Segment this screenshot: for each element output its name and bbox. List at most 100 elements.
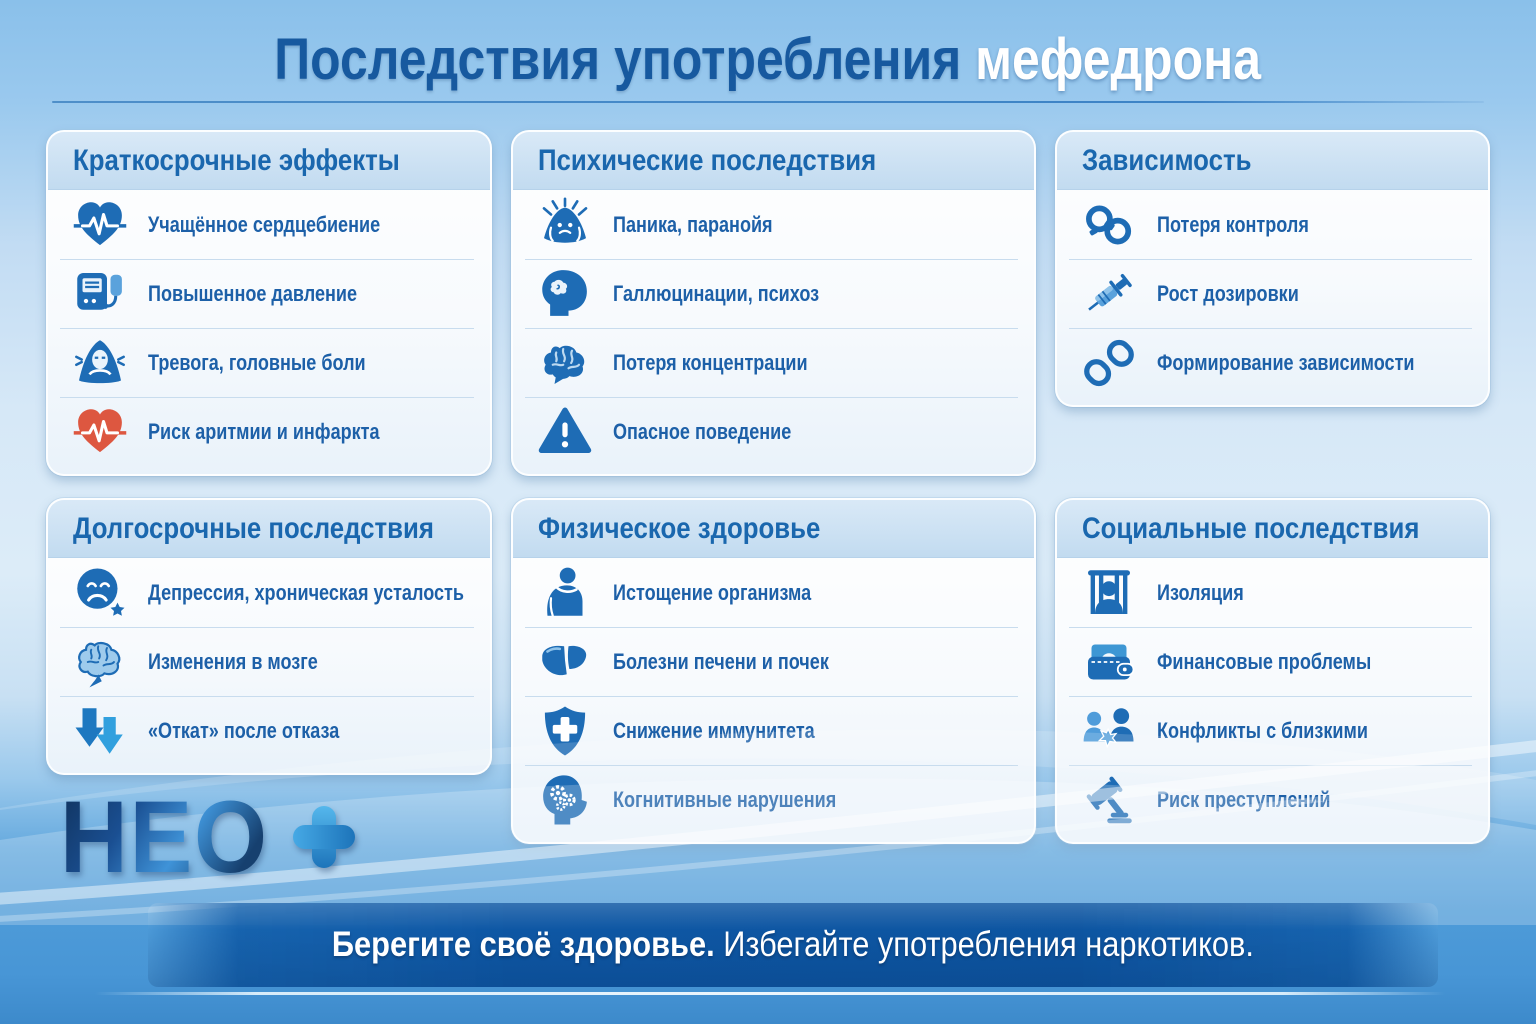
footer-message-regular: Избегайте употребления наркотиков. — [723, 925, 1255, 964]
card-title: Зависимость — [1082, 143, 1252, 177]
page-title: Последствия употребления мефедрона — [0, 26, 1536, 93]
list-item: Риск аритмии и инфаркта — [60, 397, 474, 466]
item-label: Рост дозировки — [1157, 281, 1299, 306]
item-label: Когнитивные нарушения — [613, 787, 837, 812]
list-item: Болезни печени и почек — [525, 627, 1018, 696]
list-item: Риск преступлений — [1069, 765, 1472, 834]
exhausted-person-icon — [525, 565, 605, 621]
plus-icon — [293, 806, 356, 868]
hallucination-head-icon — [525, 266, 605, 322]
logo-text: НЕО — [60, 780, 269, 894]
item-label: Тревога, головные боли — [148, 350, 366, 375]
page-title-highlight: мефедрона — [975, 27, 1262, 92]
item-label: Паника, паранойя — [613, 212, 773, 237]
anxious-person-icon — [60, 335, 140, 391]
cards-grid: Краткосрочные эффекты Учащённое сердцеби… — [46, 130, 1490, 844]
item-label: Истощение организма — [613, 580, 812, 605]
card-header: Физическое здоровье — [513, 500, 1034, 558]
card-title: Психические последствия — [538, 143, 877, 177]
heart-pulse-icon — [60, 197, 140, 253]
item-label: Потеря контроля — [1157, 212, 1309, 237]
list-item: Потеря концентрации — [525, 328, 1018, 397]
list-item: Повышенное давление — [60, 259, 474, 328]
footer-message: Берегите своё здоровье. Избегайте употре… — [332, 925, 1254, 965]
item-label: Галлюцинации, психоз — [613, 281, 820, 306]
list-item: Истощение организма — [525, 559, 1018, 627]
footer-divider-line — [95, 992, 1445, 995]
card-mental-consequences: Психические последствия Паника, паранойя — [511, 130, 1036, 476]
card-title: Социальные последствия — [1082, 511, 1420, 545]
list-item: Изоляция — [1069, 559, 1472, 627]
title-underline — [52, 101, 1484, 103]
list-item: Тревога, головные боли — [60, 328, 474, 397]
card-title: Физическое здоровье — [538, 511, 821, 545]
panic-person-icon — [525, 197, 605, 253]
chain-icon — [1069, 335, 1149, 391]
item-label: Риск аритмии и инфаркта — [148, 419, 380, 444]
item-label: Снижение иммунитета — [613, 718, 815, 743]
list-item: Рост дозировки — [1069, 259, 1472, 328]
card-items: Учащённое сердцебиение — [48, 190, 490, 474]
footer-banner: Берегите своё здоровье. Избегайте употре… — [148, 903, 1438, 987]
footer-message-bold: Берегите своё здоровье. — [331, 925, 715, 964]
sad-face-icon — [60, 565, 140, 621]
card-header: Социальные последствия — [1057, 500, 1488, 558]
neo-plus-logo: НЕО — [60, 780, 356, 894]
item-label: Изоляция — [1157, 580, 1244, 605]
card-physical-health: Физическое здоровье Истощение организма — [511, 498, 1036, 844]
card-title: Краткосрочные эффекты — [73, 143, 400, 177]
head-gears-icon — [525, 772, 605, 828]
card-items: Депрессия, хроническая усталость Изменен… — [48, 558, 490, 773]
item-label: «Откат» после отказа — [148, 718, 340, 743]
item-label: Изменения в мозге — [148, 649, 318, 674]
card-items: Паника, паранойя Галлюцинации, психоз — [513, 190, 1034, 474]
card-header: Долгосрочные последствия — [48, 500, 490, 558]
list-item: Депрессия, хроническая усталость — [60, 559, 474, 627]
item-label: Учащённое сердцебиение — [148, 212, 381, 237]
card-addiction: Зависимость Потеря контроля — [1055, 130, 1490, 407]
card-items: Истощение организма Болезни печени и поч… — [513, 558, 1034, 842]
card-short-term-effects: Краткосрочные эффекты Учащённое сердцеби… — [46, 130, 492, 476]
list-item: Когнитивные нарушения — [525, 765, 1018, 834]
item-label: Риск преступлений — [1157, 787, 1331, 812]
card-items: Изоляция Финансовые проблемы — [1057, 558, 1488, 842]
liver-icon — [525, 634, 605, 690]
wallet-icon — [1069, 634, 1149, 690]
list-item: Финансовые проблемы — [1069, 627, 1472, 696]
shield-cross-icon — [525, 703, 605, 759]
list-item: Конфликты с близкими — [1069, 696, 1472, 765]
card-header: Краткосрочные эффекты — [48, 132, 490, 190]
list-item: «Откат» после отказа — [60, 696, 474, 765]
double-down-arrow-icon — [60, 703, 140, 759]
people-conflict-icon — [1069, 703, 1149, 759]
card-title: Долгосрочные последствия — [73, 511, 434, 545]
item-label: Конфликты с близкими — [1157, 718, 1368, 743]
item-label: Формирование зависимости — [1157, 350, 1415, 375]
card-long-term-consequences: Долгосрочные последствия Депрессия, хрон… — [46, 498, 492, 775]
blood-pressure-monitor-icon — [60, 266, 140, 322]
list-item: Паника, паранойя — [525, 191, 1018, 259]
list-item: Потеря контроля — [1069, 191, 1472, 259]
card-header: Зависимость — [1057, 132, 1488, 190]
list-item: Учащённое сердцебиение — [60, 191, 474, 259]
item-label: Болезни печени и почек — [613, 649, 829, 674]
item-label: Финансовые проблемы — [1157, 649, 1372, 674]
item-label: Потеря концентрации — [613, 350, 808, 375]
card-header: Психические последствия — [513, 132, 1034, 190]
list-item: Галлюцинации, психоз — [525, 259, 1018, 328]
brain-change-icon — [60, 634, 140, 690]
item-label: Повышенное давление — [148, 281, 358, 306]
list-item: Снижение иммунитета — [525, 696, 1018, 765]
card-items: Потеря контроля — [1057, 190, 1488, 405]
handcuffs-icon — [1069, 197, 1149, 253]
list-item: Изменения в мозге — [60, 627, 474, 696]
syringe-icon — [1069, 266, 1149, 322]
heart-attack-icon — [60, 404, 140, 460]
prison-bars-person-icon — [1069, 565, 1149, 621]
item-label: Опасное поведение — [613, 419, 792, 444]
list-item: Формирование зависимости — [1069, 328, 1472, 397]
item-label: Депрессия, хроническая усталость — [148, 580, 464, 605]
warning-triangle-icon — [525, 404, 605, 460]
card-social-consequences: Социальные последствия — [1055, 498, 1490, 844]
